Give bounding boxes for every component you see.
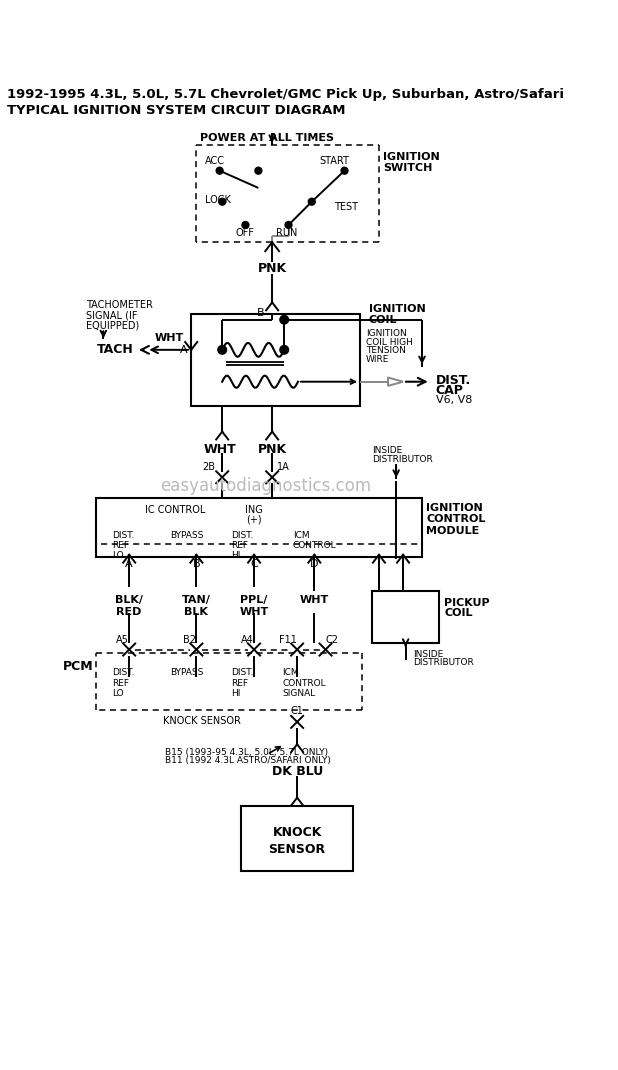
Text: TENSION: TENSION [366, 347, 406, 355]
Bar [96, 498, 422, 556]
Bar [372, 591, 439, 643]
Text: A: A [125, 560, 133, 569]
Text: IGNITION: IGNITION [368, 304, 425, 315]
Text: EQUIPPED): EQUIPPED) [86, 321, 140, 331]
Circle shape [216, 167, 223, 174]
Circle shape [285, 221, 292, 228]
Text: WHT: WHT [154, 333, 184, 343]
Text: B: B [193, 560, 200, 569]
Text: CAP: CAP [436, 384, 464, 397]
Text: ING: ING [245, 505, 263, 515]
Text: INSIDE: INSIDE [413, 649, 444, 658]
Text: IC CONTROL: IC CONTROL [145, 505, 205, 515]
Text: BYPASS: BYPASS [171, 669, 204, 677]
Circle shape [308, 198, 315, 205]
Text: PCM: PCM [62, 660, 93, 673]
Text: B: B [256, 308, 265, 319]
Text: SENSOR: SENSOR [269, 843, 326, 856]
Text: easyautodiagnostics.com: easyautodiagnostics.com [161, 477, 371, 495]
Text: PICKUP: PICKUP [444, 598, 490, 608]
Text: A: A [180, 345, 188, 355]
Text: SIGNAL (IF: SIGNAL (IF [86, 310, 138, 320]
Text: DISTRIBUTOR: DISTRIBUTOR [372, 455, 433, 464]
Text: SWITCH: SWITCH [383, 163, 433, 173]
Text: LOCK: LOCK [205, 195, 231, 204]
Circle shape [341, 167, 348, 174]
Text: ICM
CONTROL
SIGNAL: ICM CONTROL SIGNAL [282, 669, 326, 699]
Text: DISTRIBUTOR: DISTRIBUTOR [413, 658, 474, 668]
Text: TACHOMETER: TACHOMETER [86, 300, 153, 310]
Text: WHT: WHT [203, 443, 236, 456]
Text: DK BLU: DK BLU [271, 765, 323, 778]
Text: DIST.
REF
HI: DIST. REF HI [231, 669, 253, 699]
Circle shape [255, 167, 262, 174]
Text: PNK: PNK [258, 261, 287, 275]
Text: 1A: 1A [277, 462, 290, 472]
Text: START: START [319, 156, 349, 166]
Text: COIL: COIL [444, 608, 473, 618]
Text: F11: F11 [279, 636, 297, 645]
Text: TAN/
BLK: TAN/ BLK [182, 595, 211, 617]
Text: D: D [310, 560, 319, 569]
Circle shape [218, 346, 227, 354]
Bar [191, 314, 360, 406]
Text: WHT: WHT [300, 595, 329, 606]
Text: KNOCK SENSOR: KNOCK SENSOR [163, 716, 241, 725]
Text: DIST.
REF
LO: DIST. REF LO [112, 531, 134, 561]
Text: IGNITION: IGNITION [426, 503, 483, 514]
Text: BLK/
RED: BLK/ RED [115, 595, 143, 617]
Bar [241, 807, 353, 871]
Text: CONTROL: CONTROL [426, 515, 486, 524]
Text: (+): (+) [246, 515, 262, 524]
Text: PNK: PNK [258, 443, 287, 456]
Text: B2: B2 [184, 636, 197, 645]
Text: 2B: 2B [202, 462, 215, 472]
Text: A4: A4 [241, 636, 254, 645]
Text: BYPASS: BYPASS [170, 531, 203, 539]
Text: A5: A5 [116, 636, 129, 645]
Text: C1: C1 [290, 706, 303, 716]
Text: WIRE: WIRE [366, 355, 389, 364]
Text: ACC: ACC [205, 156, 225, 166]
Text: INSIDE: INSIDE [372, 446, 402, 456]
Text: ICM
CONTROL: ICM CONTROL [293, 531, 336, 550]
Text: DIST.
REF
LO: DIST. REF LO [112, 669, 134, 699]
Text: MODULE: MODULE [426, 525, 480, 535]
Text: C: C [250, 560, 258, 569]
Text: IGNITION: IGNITION [366, 330, 407, 338]
Text: TEST: TEST [334, 202, 358, 212]
Circle shape [280, 346, 289, 354]
Text: IGNITION: IGNITION [383, 152, 440, 162]
Text: DIST.
REF
HI: DIST. REF HI [231, 531, 253, 561]
Text: OFF: OFF [235, 228, 254, 238]
Text: B11 (1992 4.3L ASTRO/SAFARI ONLY): B11 (1992 4.3L ASTRO/SAFARI ONLY) [166, 756, 331, 765]
Text: POWER AT ALL TIMES: POWER AT ALL TIMES [200, 133, 334, 142]
Text: TYPICAL IGNITION SYSTEM CIRCUIT DIAGRAM: TYPICAL IGNITION SYSTEM CIRCUIT DIAGRAM [7, 104, 345, 117]
Text: PPL/
WHT: PPL/ WHT [239, 595, 269, 617]
Text: 1992-1995 4.3L, 5.0L, 5.7L Chevrolet/GMC Pick Up, Suburban, Astro/Safari: 1992-1995 4.3L, 5.0L, 5.7L Chevrolet/GMC… [7, 88, 564, 101]
Text: COIL HIGH: COIL HIGH [366, 338, 413, 347]
Circle shape [280, 316, 289, 324]
Circle shape [219, 198, 226, 205]
Text: DIST.: DIST. [436, 373, 471, 387]
Text: TACH: TACH [97, 343, 133, 356]
Text: V6, V8: V6, V8 [436, 396, 472, 406]
Text: RUN: RUN [276, 228, 297, 238]
Text: C2: C2 [326, 636, 339, 645]
Text: KNOCK: KNOCK [273, 826, 322, 839]
Text: B15 (1993-95 4.3L, 5.0L, 5.7L ONLY): B15 (1993-95 4.3L, 5.0L, 5.7L ONLY) [166, 748, 329, 756]
Text: COIL: COIL [368, 316, 397, 325]
Circle shape [242, 221, 249, 228]
